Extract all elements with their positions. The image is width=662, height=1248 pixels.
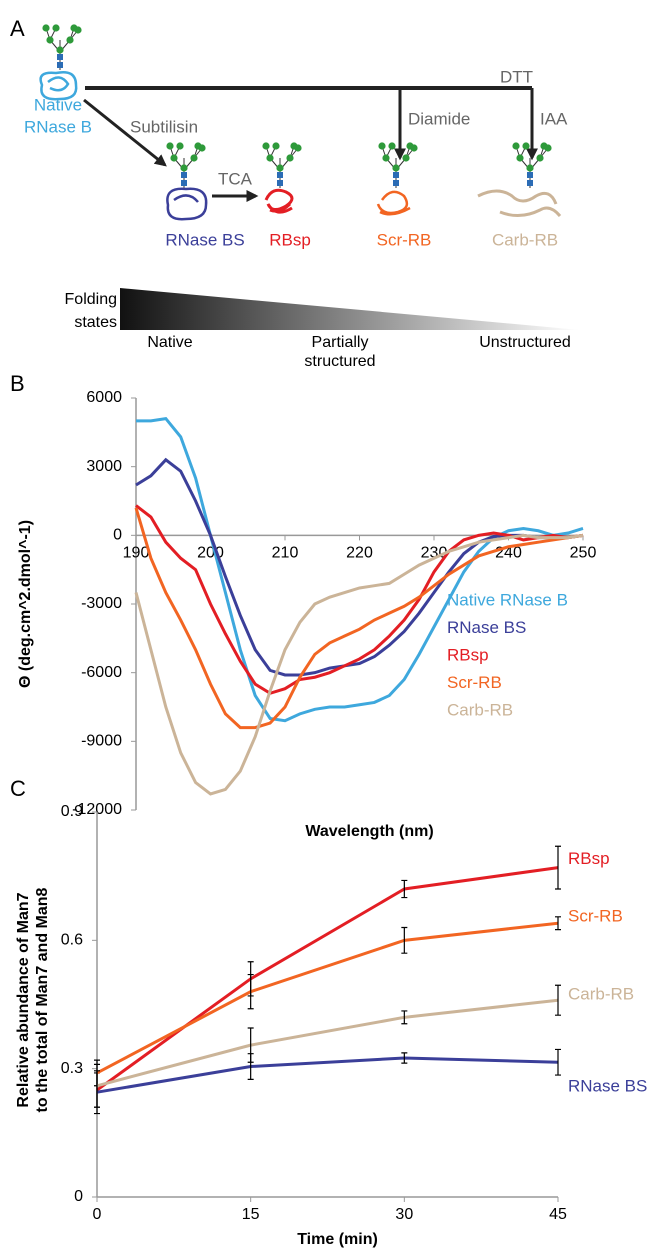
y-tick-label: -3000 (81, 595, 122, 612)
folding-label: states (74, 314, 117, 331)
error-bar (555, 1048, 561, 1076)
y-tick-label: 0.3 (61, 1060, 83, 1077)
reagent-label: IAA (540, 109, 568, 128)
error-bar (247, 1053, 254, 1080)
panel-a: A Native RNase B DTT Subtilisin Diamide … (10, 16, 580, 370)
error-bar (401, 879, 408, 899)
y-tick-label: -12000 (72, 801, 122, 818)
legend-label: Carb-RB (447, 700, 513, 719)
x-tick-label: 30 (395, 1206, 413, 1223)
protein-scr (376, 190, 411, 216)
series-line (135, 457, 584, 677)
glycan-icon (377, 141, 419, 189)
series-line (134, 533, 584, 796)
y-tick-label: 0 (113, 527, 122, 544)
product-label: Carb-RB (492, 230, 558, 249)
protein-native (39, 71, 78, 101)
protein-carb (477, 189, 562, 217)
x-tick-label: 15 (242, 1206, 260, 1223)
y-axis-label: Θ (deg.cm^2.dmol^-1) (17, 520, 34, 688)
series-line (96, 1056, 559, 1094)
legend-label: Scr-RB (447, 673, 502, 692)
legend-label: RNase BS (447, 618, 526, 637)
glycan-icon (41, 23, 83, 71)
reagent-label: TCA (218, 169, 253, 188)
x-tick-label: 0 (93, 1206, 102, 1223)
x-tick-label: 220 (346, 545, 373, 562)
legend-label: RBsp (447, 645, 489, 664)
error-bar (555, 984, 561, 1016)
panel-label: C (10, 776, 26, 801)
series-line (96, 921, 559, 1075)
legend-label: RBsp (568, 849, 610, 868)
error-bar (94, 1070, 100, 1115)
x-axis-label: Time (min) (297, 1231, 378, 1248)
glycan-icon (165, 141, 207, 189)
error-bar (401, 926, 408, 954)
series-line (136, 416, 584, 723)
product-label: Scr-RB (377, 230, 432, 249)
y-tick-label: 0 (74, 1188, 83, 1205)
series-line (96, 998, 559, 1088)
folding-label: Folding (65, 291, 117, 308)
protein-bs (166, 187, 208, 221)
x-tick-label: 190 (123, 545, 150, 562)
protein-rbsp (264, 188, 294, 214)
legend-label: Scr-RB (568, 907, 623, 926)
y-tick-label: 0.6 (61, 932, 83, 949)
x-tick-label: 250 (570, 545, 597, 562)
panel-label: A (10, 16, 25, 41)
legend-label: Carb-RB (568, 985, 634, 1004)
product-label: RBsp (269, 230, 311, 249)
state-label: Native (147, 334, 192, 351)
native-label: RNase B (24, 117, 92, 136)
y-tick-label: 0.9 (61, 803, 83, 820)
y-axis-label: Relative abundance of Man7 (15, 892, 32, 1107)
reagent-label: DTT (500, 67, 533, 86)
legend-label: Native RNase B (447, 590, 568, 609)
state-label: Unstructured (479, 334, 571, 351)
folding-gradient (120, 288, 580, 330)
y-tick-label: -9000 (81, 733, 122, 750)
y-tick-label: -6000 (81, 664, 122, 681)
arrow (83, 98, 167, 167)
legend-label: RNase BS (568, 1077, 647, 1096)
x-axis-label: Wavelength (nm) (305, 823, 433, 840)
x-tick-label: 210 (272, 545, 299, 562)
x-tick-label: 45 (549, 1206, 567, 1223)
reagent-label: Diamide (408, 109, 470, 128)
y-tick-label: 3000 (86, 458, 122, 475)
state-label: Partially (312, 334, 369, 351)
series-line (96, 866, 559, 1092)
series-line (135, 504, 584, 695)
y-tick-label: 6000 (86, 389, 122, 406)
state-label: structured (304, 353, 375, 370)
panel-label: B (10, 371, 25, 396)
series-line (134, 507, 584, 730)
glycan-icon (261, 141, 303, 189)
product-label: RNase BS (165, 230, 244, 249)
native-label: Native (34, 95, 82, 114)
error-bar (555, 916, 561, 931)
x-tick-label: 230 (421, 545, 448, 562)
error-bar (401, 1052, 408, 1064)
reagent-label: Subtilisin (130, 117, 198, 136)
error-bar (247, 973, 254, 1010)
y-axis-label: to the total of Man7 and Man8 (34, 887, 51, 1112)
error-bar (555, 845, 561, 890)
error-bar (401, 1010, 408, 1025)
